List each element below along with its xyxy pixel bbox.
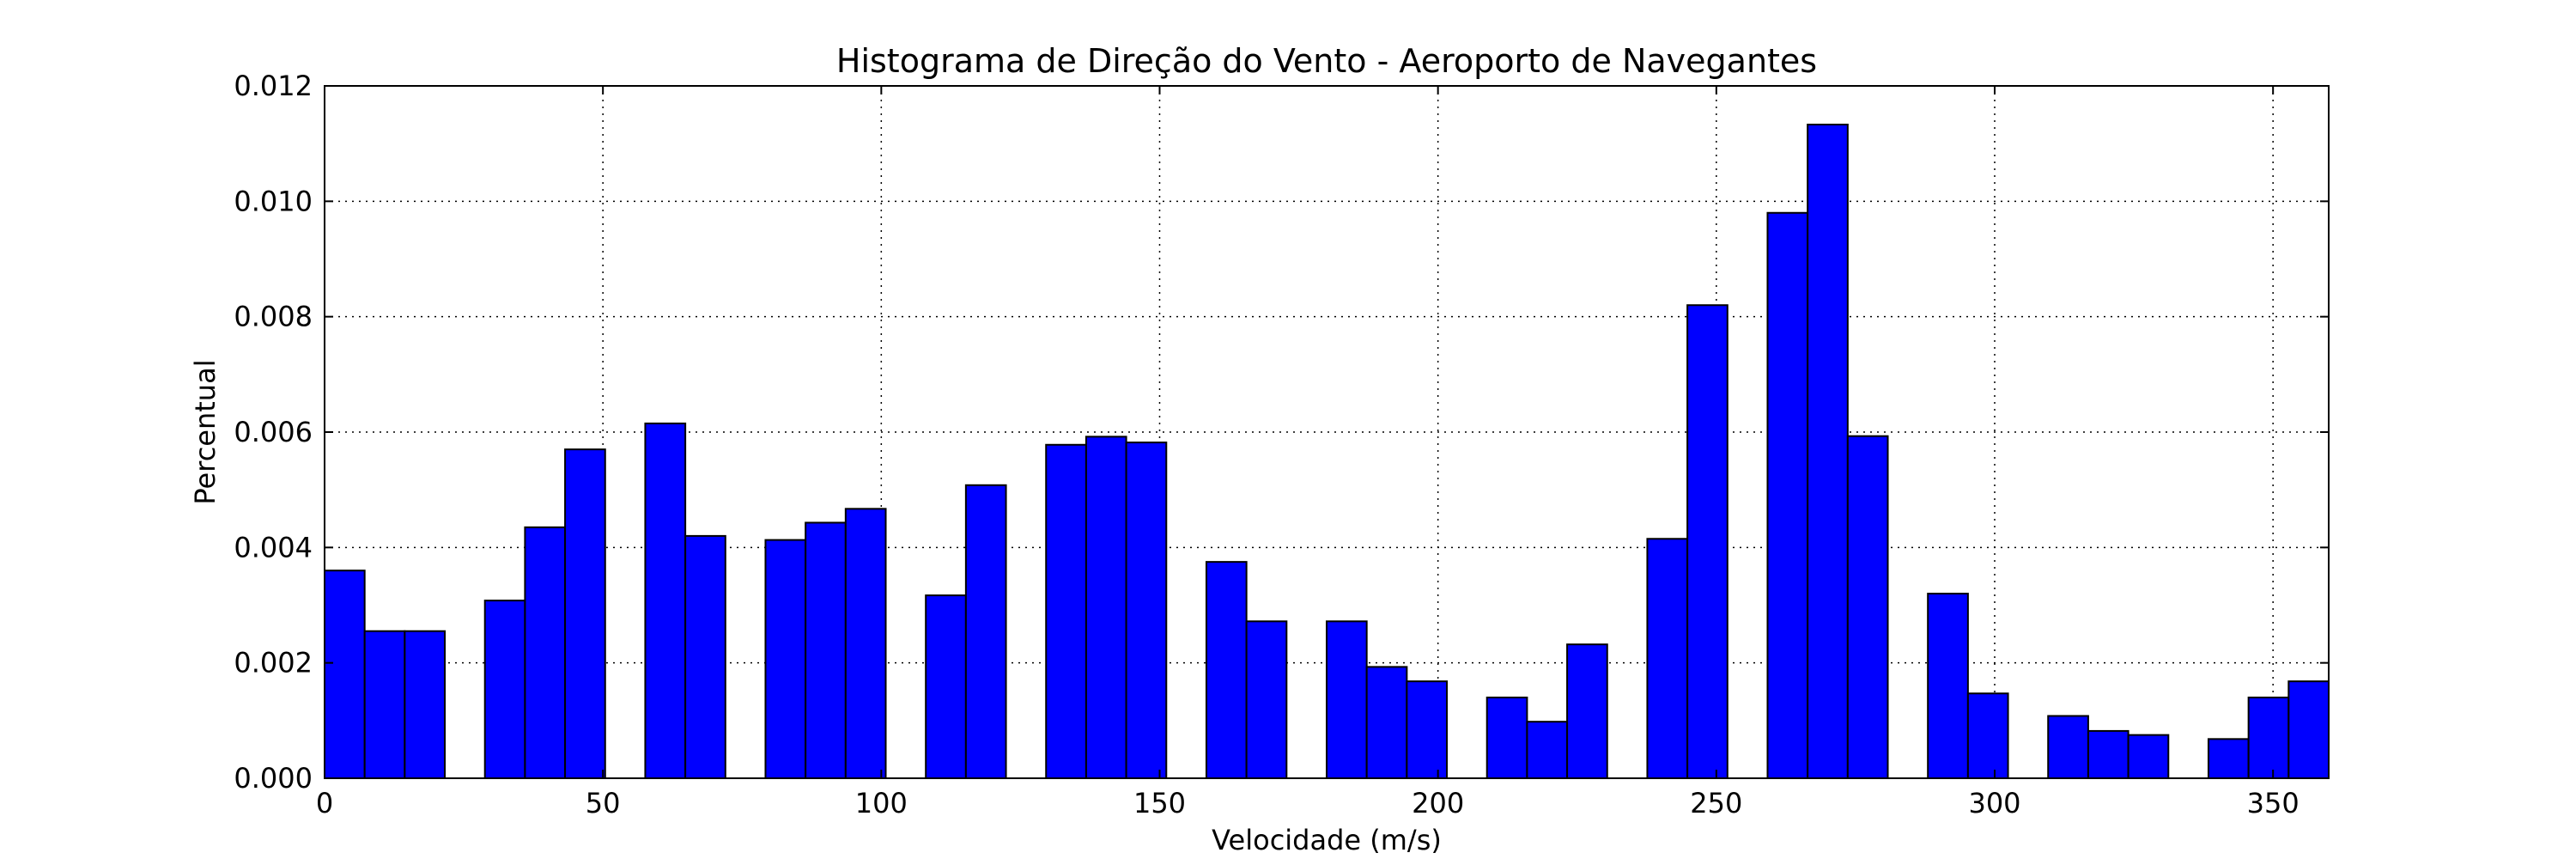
chart-title: Histograma de Direção do Vento - Aeropor… bbox=[836, 42, 1817, 80]
histogram-bar-4 bbox=[483, 600, 526, 779]
x-axis-title: Velocidade (m/s) bbox=[1212, 824, 1442, 856]
histogram-bar-13 bbox=[844, 508, 887, 779]
histogram-bar-15 bbox=[925, 594, 967, 779]
histogram-bar-34 bbox=[1686, 304, 1728, 779]
histogram-bar-11 bbox=[764, 539, 807, 780]
histogram-bar-25 bbox=[1326, 620, 1368, 779]
histogram-bar-23 bbox=[1245, 620, 1288, 779]
histogram-bar-30 bbox=[1526, 721, 1569, 780]
histogram-bar-16 bbox=[964, 484, 1007, 779]
y-tick-label-3: 0.006 bbox=[234, 416, 313, 448]
histogram-bar-48 bbox=[2247, 696, 2290, 780]
x-tick-label-6: 300 bbox=[1968, 787, 2020, 819]
histogram-bar-20 bbox=[1125, 442, 1168, 780]
histogram-bar-38 bbox=[1846, 435, 1889, 779]
histogram-bar-36 bbox=[1766, 211, 1809, 779]
histogram-bar-6 bbox=[564, 448, 606, 780]
histogram-bar-0 bbox=[324, 570, 366, 780]
histogram-bar-19 bbox=[1084, 436, 1127, 779]
y-tick-label-2: 0.004 bbox=[234, 531, 313, 564]
histogram-bar-29 bbox=[1485, 696, 1528, 780]
histogram-bar-45 bbox=[2127, 734, 2170, 779]
x-tick-label-1: 50 bbox=[586, 787, 621, 819]
histogram-bar-37 bbox=[1807, 124, 1849, 780]
y-tick-label-5: 0.010 bbox=[234, 185, 313, 217]
x-tick-label-3: 150 bbox=[1133, 787, 1186, 819]
histogram-bar-2 bbox=[404, 630, 447, 779]
x-tick-label-5: 250 bbox=[1690, 787, 1742, 819]
histogram-bar-22 bbox=[1205, 561, 1248, 779]
histogram-bar-43 bbox=[2047, 715, 2089, 780]
axis-ticks bbox=[324, 85, 2329, 779]
histogram-bar-31 bbox=[1566, 643, 1608, 779]
y-tick-label-1: 0.002 bbox=[234, 647, 313, 679]
histogram-bar-33 bbox=[1646, 538, 1689, 780]
x-tick-label-2: 100 bbox=[855, 787, 908, 819]
histogram-bar-9 bbox=[684, 534, 726, 780]
histogram-bar-12 bbox=[805, 521, 847, 779]
histogram-bars bbox=[324, 124, 2330, 780]
y-tick-label-4: 0.008 bbox=[234, 301, 313, 333]
histogram-bar-1 bbox=[363, 630, 406, 779]
histogram-bar-26 bbox=[1365, 666, 1408, 780]
x-tick-label-7: 350 bbox=[2247, 787, 2300, 819]
histogram-bar-27 bbox=[1406, 680, 1449, 779]
histogram-bar-40 bbox=[1927, 593, 1969, 779]
histogram-bar-41 bbox=[1966, 692, 2009, 780]
histogram-bar-18 bbox=[1045, 443, 1087, 779]
histogram-bar-49 bbox=[2287, 680, 2330, 779]
histogram-bar-8 bbox=[644, 422, 687, 779]
x-axis-tick-labels: 0 50 100 150 200 250 300 350 bbox=[316, 787, 2300, 819]
histogram-bar-5 bbox=[524, 526, 567, 779]
histogram-bar-44 bbox=[2087, 729, 2129, 780]
y-axis-title: Percentual bbox=[189, 359, 222, 504]
x-tick-label-4: 200 bbox=[1412, 787, 1464, 819]
histogram-bar-47 bbox=[2207, 738, 2250, 779]
y-tick-label-0: 0.000 bbox=[234, 762, 313, 795]
y-tick-label-6: 0.012 bbox=[234, 70, 313, 102]
x-tick-label-0: 0 bbox=[316, 787, 333, 819]
y-axis-tick-labels: 0.000 0.002 0.004 0.006 0.008 0.010 0.012 bbox=[234, 70, 313, 795]
